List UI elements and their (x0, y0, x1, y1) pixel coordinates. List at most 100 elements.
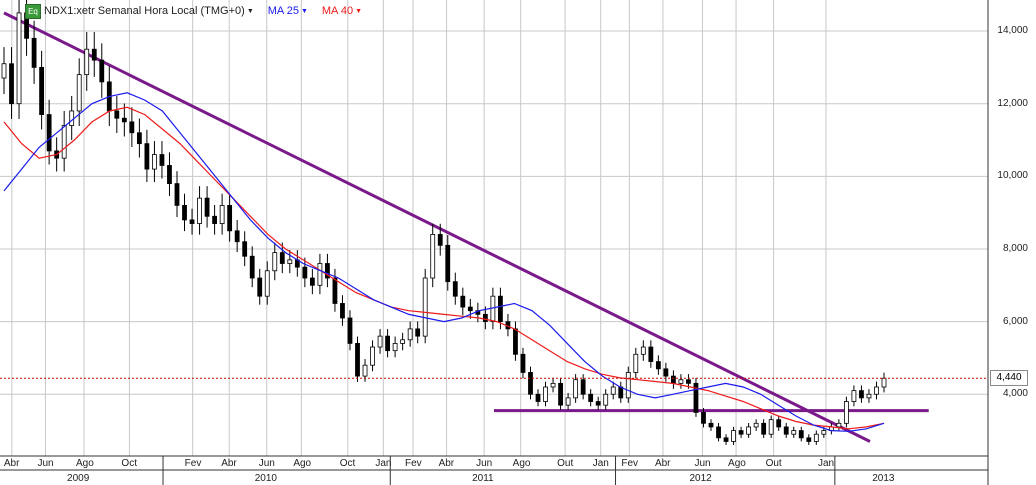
year-label: 2013 (872, 473, 895, 484)
candle-body (708, 422, 714, 428)
candle-body (746, 426, 752, 435)
candle-body (813, 433, 819, 442)
candle-body (535, 393, 541, 402)
ma25-selector[interactable]: MA 25 ▼ (268, 5, 308, 17)
candle-body (355, 343, 360, 377)
candle-body (490, 295, 496, 323)
candle-body (152, 154, 157, 170)
candle-body (332, 277, 338, 304)
candle-body (377, 335, 383, 348)
chevron-down-icon: ▼ (300, 7, 308, 15)
candle-body (325, 263, 330, 279)
candle-body (573, 379, 579, 399)
candle-body (874, 386, 879, 395)
candle-body (430, 234, 436, 279)
x-tick-label: Abr (654, 458, 671, 469)
candle-body (121, 117, 127, 123)
candle-body (212, 215, 217, 224)
symbol-label: NDX1:xetr Semanal Hora Local (TMG+0) (44, 5, 245, 17)
ma25-line (3, 92, 885, 432)
candle-body (671, 375, 676, 384)
candle-body (881, 377, 887, 388)
x-tick-label: Fev (621, 458, 639, 469)
candle-body (174, 183, 180, 206)
y-tick-label: 4,000 (1002, 388, 1028, 400)
ma40-selector[interactable]: MA 40 ▼ (322, 5, 362, 17)
candle-body (663, 368, 669, 377)
candle-body (565, 397, 571, 406)
x-tick-label: Jan (375, 458, 392, 469)
last-price-label: 4,440 (990, 370, 1028, 387)
chart-legend: Eq NDX1:xetr Semanal Hora Local (TMG+0) ▼… (25, 3, 376, 19)
x-tick-label: Fev (404, 458, 422, 469)
downtrend-line (3, 11, 871, 443)
candle-body (686, 379, 691, 384)
year-label: 2012 (689, 473, 712, 484)
candle-body (362, 364, 368, 377)
candle-body (821, 430, 827, 435)
candle-body (482, 313, 488, 323)
x-tick-label: Jun (37, 458, 54, 469)
candle-body (543, 386, 548, 402)
candle-body (272, 252, 278, 272)
candle-body (16, 12, 22, 105)
year-separators (162, 456, 836, 485)
candle-body (603, 393, 609, 406)
candle-body (129, 121, 135, 134)
candle-body (422, 277, 428, 337)
plot-area (0, 0, 988, 456)
equity-badge: Eq (25, 3, 41, 19)
candle-body (309, 277, 315, 286)
candle-body (798, 430, 804, 439)
candle-body (588, 393, 594, 402)
candle-body (791, 430, 797, 435)
candle-body (859, 390, 864, 399)
x-tick-label: Jun (694, 458, 711, 469)
candle-body (776, 419, 782, 428)
candle-body (610, 386, 616, 395)
candle-body (550, 382, 556, 388)
x-tick-label: Abr (221, 458, 237, 469)
chevron-down-icon: ▼ (355, 7, 363, 15)
x-tick-label: Jun (258, 458, 275, 469)
candle-body (114, 110, 120, 119)
candle-body (219, 204, 225, 224)
candle-body (836, 422, 842, 428)
candle-body (69, 110, 75, 126)
candle-body (167, 165, 172, 185)
candle-body (723, 437, 729, 442)
candle-body (618, 386, 624, 399)
candle-body (528, 372, 533, 395)
candle-body (197, 197, 202, 224)
candle-body (347, 317, 353, 344)
candle-body (843, 401, 849, 424)
x-tick-label: Jan (817, 458, 835, 469)
x-tick-label: Ago (75, 458, 94, 469)
candle-body (264, 270, 270, 297)
candle-body (731, 430, 736, 442)
ma40-label: MA 40 (321, 5, 354, 17)
candle-body (866, 393, 872, 399)
candle-body (806, 437, 812, 442)
x-tick-label: Oct (121, 458, 137, 469)
x-tick-label: Ago (728, 458, 746, 469)
candle-body (558, 382, 563, 406)
symbol-selector[interactable]: NDX1:xetr Semanal Hora Local (TMG+0) ▼ (44, 5, 254, 17)
x-tick-label: Out (765, 458, 782, 469)
candle-body (498, 295, 503, 323)
candle-body (452, 281, 458, 297)
candle-body (302, 266, 308, 279)
candle-body (738, 430, 744, 435)
y-tick-label: 14,000 (997, 25, 1028, 37)
candle-body (392, 343, 398, 352)
candle-body (317, 263, 323, 286)
candle-body (693, 382, 699, 413)
candle-body (204, 197, 210, 217)
candle-body (851, 390, 857, 402)
candle-body (467, 306, 473, 312)
x-tick-label: Ago (293, 458, 312, 469)
x-tick-label: Oct (339, 458, 356, 469)
candle-body (655, 361, 661, 370)
y-tick-label: 6,000 (1002, 315, 1028, 327)
candle-body (415, 328, 421, 337)
